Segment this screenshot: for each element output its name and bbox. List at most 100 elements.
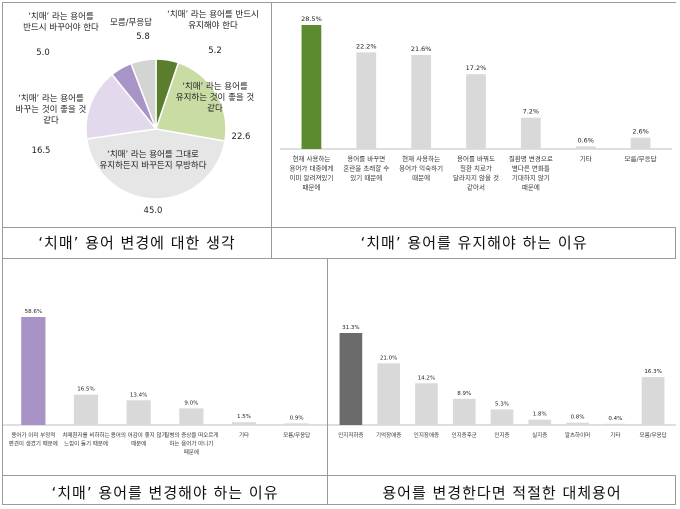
pie-slice [85, 73, 158, 140]
bar-value-label: 9.0% [184, 400, 198, 406]
bar-chart-change-reasons: 58.6% 용어가 이미 부정적 편견이 생겼기 때문에 16.5% 치매환자를 비하하… [3, 309, 327, 456]
bar-value-label: 31.3% [342, 325, 359, 331]
bar [377, 363, 400, 425]
figure-frame [2, 2, 676, 505]
bar-category-label: 기타 [239, 431, 249, 439]
bar-category-label: 인지저하증 [338, 431, 363, 439]
bar-value-label: 1.8% [533, 412, 547, 418]
bar-value-label: 21.6% [411, 45, 432, 53]
bar [466, 74, 486, 149]
pie-slice-label: ‘치매’ 라는 용어를 그대로 유지하든지 바꾸든지 무방하다 [99, 149, 206, 171]
bar [301, 25, 322, 149]
bar-category-label: 현재 사용하는 용어가 대중에게 이미 알려져있기 때문에 [289, 154, 333, 192]
bar [604, 423, 627, 425]
bar-category-label: 모름/무응답 [625, 155, 657, 163]
bar-category-label: 용어의 어감이 좋지 않기 때문에 [111, 431, 167, 448]
caption-alt: 용어를 변경한다면 적절한 대체용어 [382, 484, 622, 502]
bar-value-label: 22.2% [356, 42, 377, 50]
pie-slice-value: 16.5 [32, 146, 51, 156]
caption-rule-bottom [2, 475, 676, 476]
bar [356, 52, 377, 150]
bar-value-label: 21.0% [380, 355, 397, 361]
bar [284, 423, 309, 425]
caption-keep: ‘치매’ 용어를 유지해야 하는 이유 [360, 234, 588, 252]
bar-category-label: 인지장애증 [414, 431, 439, 439]
bar-category-label: 현재 사용하는 용어가 익숙하기 때문에 [399, 154, 443, 182]
bar-value-label: 0.8% [571, 415, 585, 421]
bar [452, 398, 476, 425]
bar [575, 146, 596, 149]
bar-value-label: 2.6% [632, 128, 649, 136]
bar-category-label: 용어를 바꾸면 혼란을 초래할 수 있기 때문에 [343, 154, 389, 182]
pie-slice-label: ‘치매’ 라는 용어를 바꾸는 것이 좋을 것 같다 [16, 93, 87, 126]
pie-slice-label: 모름/무응답 [110, 17, 152, 28]
bar-value-label: 17.2% [466, 64, 487, 72]
divider-middle [2, 258, 676, 259]
bar-value-label: 0.4% [608, 416, 622, 422]
bar-category-label: 모름/무응답 [640, 432, 667, 439]
pie-chart: ‘치매’ 라는 용어를 반드시 유지해야 한다 5.2 ‘치매’ 라는 용어를 유지하는… [16, 9, 259, 216]
bar [520, 117, 541, 149]
bar-value-label: 0.6% [577, 136, 594, 144]
pie-slice-value: 5.2 [208, 46, 222, 56]
pie-slice-value: 5.8 [136, 32, 150, 42]
bar-category-label: 인지증후군 [452, 431, 477, 439]
bar-category-label: 기타 [580, 154, 592, 163]
bar-value-label: 13.4% [130, 392, 147, 398]
bar [21, 317, 46, 425]
divider-bottom [327, 258, 328, 505]
pie-slice-value: 22.6 [232, 132, 251, 142]
bar [411, 55, 432, 149]
bar-value-label: 5.3% [495, 401, 509, 407]
pie-slice-label: ‘치매’ 라는 용어를 반드시 유지해야 한다 [167, 9, 259, 31]
bar [630, 137, 651, 149]
pie-slice-label: ‘치매’ 라는 용어를 유지하는 것이 좋을 것 같다 [176, 81, 255, 114]
bar-panel-alt: 31.3% 인지저하증 21.0% 기억장애증 14.2% 인지장애증 8.9% 인지증후군 5… [328, 259, 676, 475]
bar [126, 400, 151, 425]
pie-slice-value: 5.0 [36, 48, 50, 58]
bar [339, 333, 363, 425]
pie-slice-value: 45.0 [144, 206, 163, 216]
bar [179, 408, 204, 425]
bar-value-label: 58.6% [25, 309, 42, 315]
bar [73, 394, 99, 425]
pie-panel: ‘치매’ 라는 용어를 반드시 유지해야 한다 5.2 ‘치매’ 라는 용어를 유지하는… [3, 3, 271, 227]
bar-value-label: 0.9% [290, 415, 304, 421]
pie-slice [85, 128, 226, 200]
pie-slice-label: ‘치매’ 라는 용어를 반드시 바꾸어야 한다 [23, 11, 99, 33]
pie-slice [130, 58, 157, 130]
bar [528, 419, 552, 425]
bar-category-label: 기억장애증 [376, 431, 401, 439]
bar-panel-keep: 28.5% 현재 사용하는 용어가 대중에게 이미 알려져있기 때문에 22.2% 용어를 … [272, 3, 676, 227]
bar [490, 409, 514, 425]
bar-category-label: 치매환자를 비하하는 느낌이 들기 때문에 [62, 431, 109, 448]
caption-rule-top [2, 227, 676, 228]
bar-chart-keep-reasons: 28.5% 현재 사용하는 용어가 대중에게 이미 알려져있기 때문에 22.2% 용어를 … [280, 15, 672, 192]
divider-top [271, 2, 272, 258]
bar-category-label: 질병의 증상을 떠오르게 하는 용어가 아니기 때문에 [164, 431, 218, 456]
pie-slice [155, 61, 227, 142]
bar [566, 422, 589, 425]
bar-category-label: 인지증 [494, 431, 509, 439]
bar-value-label: 1.5% [237, 414, 251, 420]
bar-value-label: 16.5% [77, 387, 94, 393]
bar-category-label: 질환명 변경으로 별다른 변화를 기대하지 않기 때문에 [509, 154, 553, 192]
bar-category-label: 알츠하이머 [565, 431, 590, 439]
bar-value-label: 16.3% [644, 369, 661, 375]
bar [231, 422, 257, 425]
bar [415, 383, 438, 425]
bar-category-label: 용어를 바꿔도 질환 치료가 달라지지 않을 것 같아서 [453, 154, 499, 192]
bar-value-label: 28.5% [301, 15, 322, 23]
bar [641, 377, 665, 425]
caption-pie: ‘치매’ 용어 변경에 대한 생각 [38, 234, 236, 252]
caption-change: ‘치매’ 용어를 변경해야 하는 이유 [51, 484, 279, 502]
bar-chart-alternative-terms: 31.3% 인지저하증 21.0% 기억장애증 14.2% 인지장애증 8.9% 인지증후군 5… [328, 325, 676, 439]
bar-category-label: 기타 [610, 431, 620, 439]
bar-value-label: 8.9% [457, 391, 471, 397]
bar-value-label: 14.2% [418, 375, 435, 381]
bar-category-label: 모름/무응답 [283, 432, 310, 439]
bar-category-label: 실지증 [532, 431, 547, 439]
bar-value-label: 7.2% [523, 108, 540, 116]
bar-category-label: 용어가 이미 부정적 편견이 생겼기 때문에 [9, 431, 58, 448]
bar-panel-change: 58.6% 용어가 이미 부정적 편견이 생겼기 때문에 16.5% 치매환자를 비하하… [3, 259, 327, 475]
